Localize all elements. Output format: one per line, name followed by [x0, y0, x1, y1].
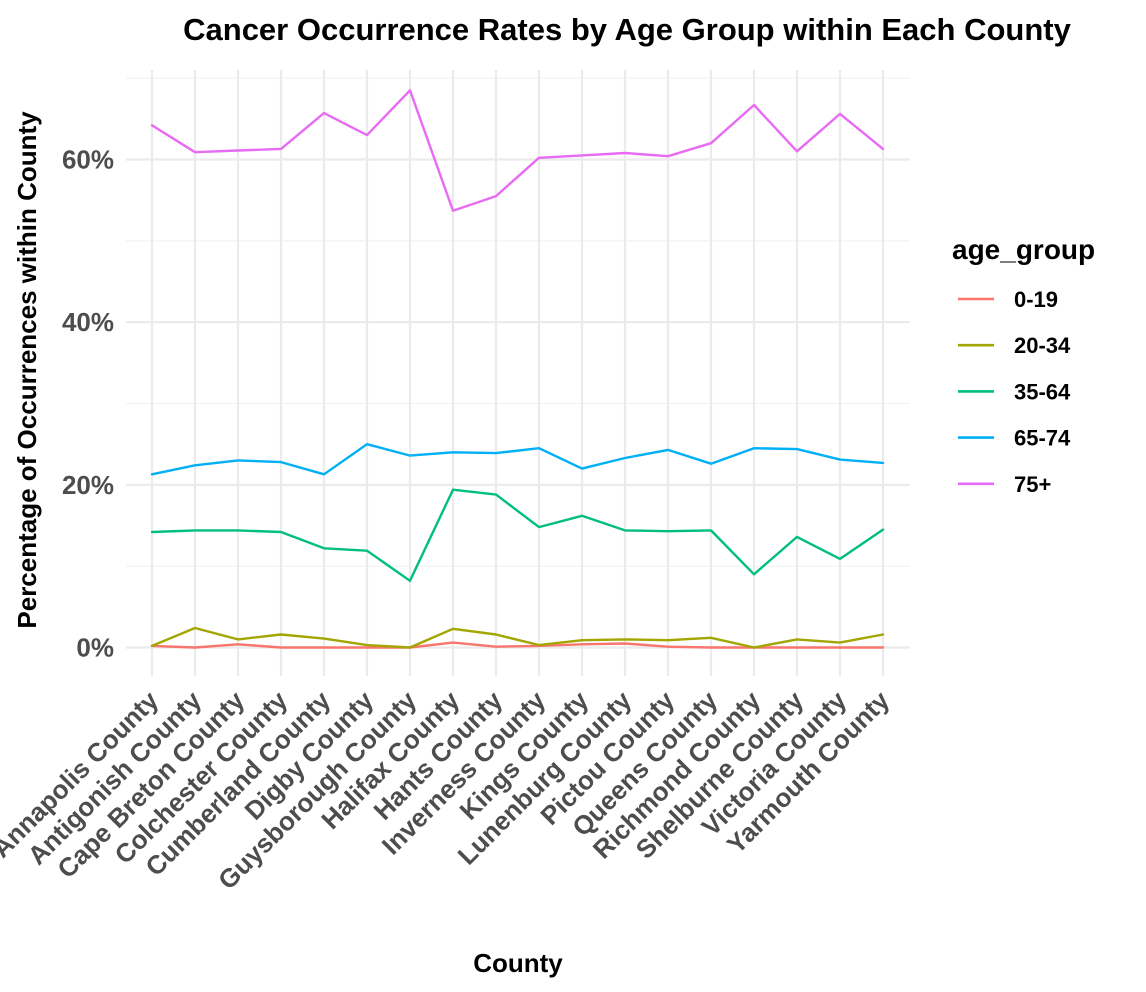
series-line-35-64 — [150, 488, 885, 582]
legend: age_group 0-19 20-34 35-64 65-74 75+ — [952, 234, 1095, 497]
y-tick-label: 60% — [62, 144, 114, 174]
x-axis-title: County — [473, 948, 563, 978]
legend-label: 75+ — [1014, 472, 1051, 497]
legend-title: age_group — [952, 234, 1095, 265]
series-line-75+ — [150, 89, 885, 212]
series-line-65-74 — [150, 443, 885, 476]
y-tick-label: 0% — [76, 633, 114, 663]
series-lines — [150, 89, 885, 649]
y-tick-label: 40% — [62, 307, 114, 337]
legend-label: 0-19 — [1014, 287, 1058, 312]
chart-title: Cancer Occurrence Rates by Age Group wit… — [183, 12, 1071, 47]
legend-label: 65-74 — [1014, 426, 1071, 451]
series-line-0-19 — [150, 641, 885, 649]
legend-label: 20-34 — [1014, 333, 1071, 358]
gridlines — [126, 70, 910, 676]
series-line-20-34 — [150, 626, 885, 649]
y-axis-title: Percentage of Occurrences within County — [12, 111, 42, 629]
y-tick-label: 20% — [62, 470, 114, 500]
legend-label: 35-64 — [1014, 379, 1071, 404]
y-axis-ticks: 0% 20% 40% 60% — [62, 144, 114, 662]
legend-items: 0-19 20-34 35-64 65-74 75+ — [958, 287, 1071, 497]
